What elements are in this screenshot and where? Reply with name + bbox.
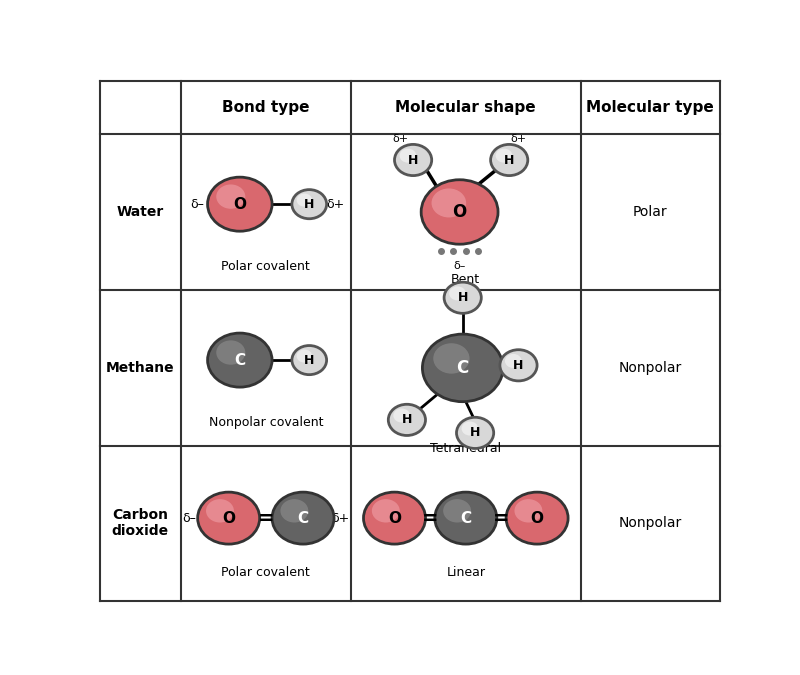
Circle shape (272, 492, 334, 544)
Circle shape (421, 180, 498, 244)
Circle shape (363, 492, 426, 544)
Text: O: O (234, 196, 246, 212)
Circle shape (462, 421, 478, 435)
Text: Polar: Polar (633, 205, 667, 219)
Circle shape (394, 144, 432, 176)
Circle shape (444, 282, 482, 313)
Text: Tetrahedral: Tetrahedral (430, 442, 502, 455)
Text: H: H (408, 153, 418, 167)
Circle shape (297, 350, 312, 362)
Circle shape (449, 286, 466, 300)
Text: C: C (460, 510, 471, 526)
Text: Polar covalent: Polar covalent (222, 566, 310, 579)
Circle shape (457, 417, 494, 448)
Circle shape (198, 492, 260, 544)
Circle shape (216, 184, 246, 209)
Circle shape (297, 194, 312, 207)
Text: C: C (234, 352, 246, 368)
Circle shape (514, 499, 542, 522)
Text: Linear: Linear (446, 566, 486, 579)
Circle shape (394, 408, 410, 423)
Text: H: H (470, 427, 480, 439)
Circle shape (422, 334, 503, 402)
Circle shape (216, 340, 246, 364)
Circle shape (292, 190, 326, 219)
Circle shape (496, 148, 512, 163)
Circle shape (281, 499, 308, 522)
Text: δ+: δ+ (393, 134, 409, 144)
Text: Bent: Bent (451, 273, 480, 286)
Text: δ+: δ+ (326, 198, 345, 211)
Circle shape (207, 177, 272, 232)
Circle shape (372, 499, 400, 522)
Text: Methane: Methane (106, 361, 174, 375)
Circle shape (505, 354, 522, 368)
Circle shape (506, 492, 568, 544)
Text: δ–: δ– (190, 198, 205, 211)
Text: C: C (457, 359, 469, 377)
Text: H: H (304, 198, 314, 211)
Circle shape (434, 344, 470, 374)
Text: O: O (388, 510, 401, 526)
Text: O: O (530, 510, 544, 526)
Text: Molecular shape: Molecular shape (395, 100, 536, 115)
Circle shape (399, 148, 416, 163)
Text: Polar covalent: Polar covalent (222, 260, 310, 273)
Text: δ–: δ– (454, 261, 466, 271)
Circle shape (490, 144, 528, 176)
Text: Nonpolar covalent: Nonpolar covalent (209, 416, 323, 429)
Circle shape (435, 492, 497, 544)
Circle shape (292, 346, 326, 375)
Text: Carbon
dioxide: Carbon dioxide (112, 508, 169, 539)
Text: δ+: δ+ (331, 512, 350, 524)
Text: O: O (453, 203, 466, 221)
Text: =: = (258, 508, 274, 528)
Text: δ–: δ– (182, 512, 197, 524)
Circle shape (500, 350, 537, 381)
Circle shape (443, 499, 471, 522)
Text: Bond type: Bond type (222, 100, 310, 115)
Circle shape (206, 499, 234, 522)
Text: H: H (504, 153, 514, 167)
Text: Molecular type: Molecular type (586, 100, 714, 115)
Text: =: = (493, 508, 510, 528)
Text: Nonpolar: Nonpolar (618, 361, 682, 375)
Text: O: O (222, 510, 235, 526)
Text: H: H (402, 413, 412, 427)
Text: H: H (514, 359, 524, 372)
Text: Nonpolar: Nonpolar (618, 516, 682, 531)
Circle shape (431, 188, 466, 217)
Circle shape (388, 404, 426, 435)
Circle shape (207, 333, 272, 387)
Text: =: = (422, 508, 438, 528)
Text: Water: Water (117, 205, 164, 219)
Text: H: H (458, 291, 468, 304)
Text: C: C (298, 510, 309, 526)
Text: δ+: δ+ (510, 134, 526, 144)
Text: H: H (304, 354, 314, 367)
